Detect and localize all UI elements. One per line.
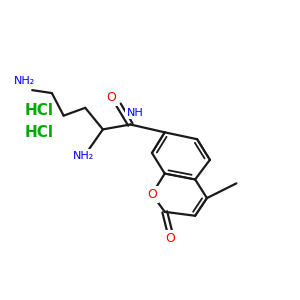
Text: HCl: HCl (24, 103, 53, 118)
Text: O: O (106, 92, 116, 104)
Text: O: O (147, 188, 157, 201)
Text: NH₂: NH₂ (14, 76, 35, 86)
Text: HCl: HCl (24, 125, 53, 140)
Text: O: O (166, 232, 176, 245)
Text: NH₂: NH₂ (73, 151, 94, 161)
Text: NH: NH (127, 108, 144, 118)
